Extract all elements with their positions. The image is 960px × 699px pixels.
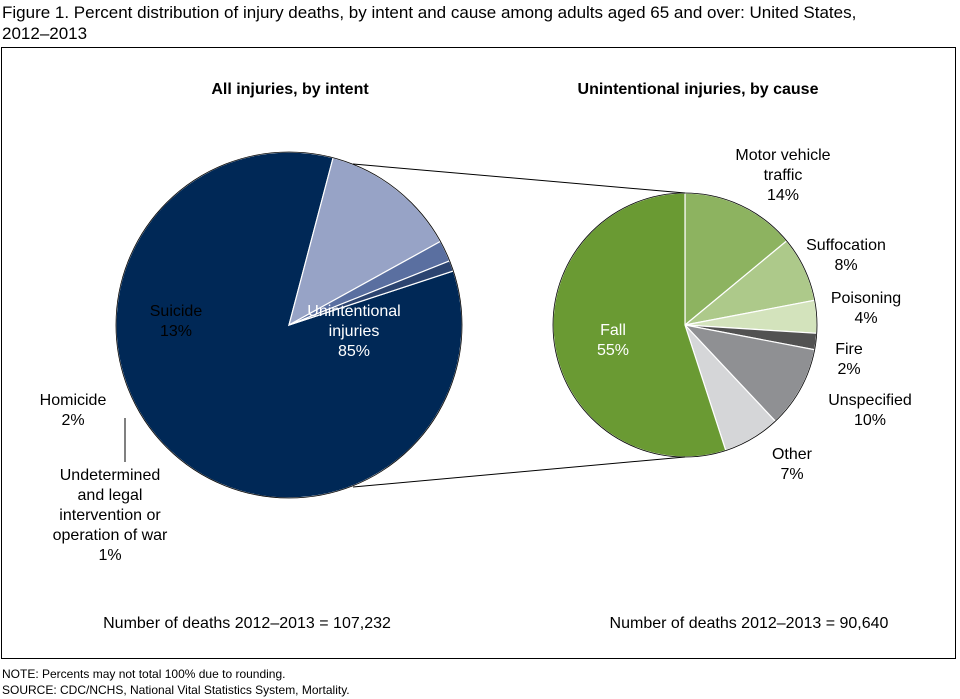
connector-lines [352,163,686,488]
source-text: SOURCE: CDC/NCHS, National Vital Statist… [2,683,350,697]
cause-label-motor-vehicle-traffic-line: traffic [764,167,803,184]
cause-label-other: Other 7% [772,446,813,483]
cause-label-fire: Fire 2% [835,341,863,378]
cause-label-fall-line: Fall [600,322,626,339]
cause-label-unspecified: Unspecified 10% [828,392,912,429]
intent-label-undetermined-and-legal-intervention-or-operation-of-war-line: operation of war [53,527,168,544]
intent-label-unintentional-injuries-percent: 85% [338,343,370,360]
cause-label-poisoning-line: Poisoning [831,290,901,307]
cause-label-poisoning-percent: 4% [854,310,877,327]
cause-label-unspecified-percent: 10% [854,412,886,429]
cause-label-suffocation-percent: 8% [834,257,857,274]
intent-label-undetermined-and-legal-intervention-or-operation-of-war-line: Undetermined [60,467,161,484]
cause-label-other-line: Other [772,446,813,463]
cause-label-other-percent: 7% [780,466,803,483]
intent-label-suicide-line: Suicide [150,303,203,320]
figure-title: Figure 1. Percent distribution of injury… [2,2,952,44]
intent-label-homicide: Homicide 2% [40,392,107,429]
intent-label-undetermined-and-legal-intervention-or-operation-of-war-line: and legal [78,487,143,504]
cause-label-unspecified-line: Unspecified [828,392,912,409]
cause-label-suffocation: Suffocation 8% [806,237,886,274]
cause-label-motor-vehicle-traffic-percent: 14% [767,187,799,204]
note-text: NOTE: Percents may not total 100% due to… [2,667,286,681]
intent-label-undetermined-and-legal-intervention-or-operation-of-war-percent: 1% [98,547,121,564]
intent-label-undetermined-and-legal-intervention-or-operation-of-war-line: intervention or [59,507,161,524]
figure-title-line-1: Figure 1. Percent distribution of injury… [2,3,857,22]
intent-label-suicide: Suicide 13% [150,303,203,340]
figure-notes: NOTE: Percents may not total 100% due to… [2,666,350,698]
cause-label-suffocation-line: Suffocation [806,237,886,254]
intent-pie [115,151,463,499]
cause-pie-title: Unintentional injuries, by cause [578,81,819,98]
intent-label-undetermined-and-legal-intervention-or-operation-of-war: Undetermined and legal intervention or oper… [53,467,168,564]
figure-title-line-2: 2012–2013 [2,24,88,43]
connector-line-top [352,163,686,194]
intent-pie-footer: Number of deaths 2012–2013 = 107,232 [103,615,391,632]
cause-label-fire-line: Fire [835,341,863,358]
intent-label-unintentional-injuries-line: Unintentional [307,303,400,320]
cause-pie-footer: Number of deaths 2012–2013 = 90,640 [610,615,889,632]
intent-label-suicide-percent: 13% [160,323,192,340]
cause-label-motor-vehicle-traffic-line: Motor vehicle [735,147,830,164]
cause-label-motor-vehicle-traffic: Motor vehicle traffic 14% [735,147,830,204]
cause-label-fall: Fall 55% [597,322,629,359]
chart-frame [1,47,956,659]
intent-outline [115,151,463,499]
connector-line-bottom [352,456,686,488]
cause-label-fire-percent: 2% [837,361,860,378]
intent-label-homicide-percent: 2% [61,412,84,429]
intent-label-homicide-line: Homicide [40,392,107,409]
slice-labels: Unintentional injuries 85% Suicide 13% Homici… [40,147,912,564]
cause-pie [552,192,818,458]
cause-label-poisoning: Poisoning 4% [831,290,901,327]
intent-label-unintentional-injuries-line: injuries [329,323,380,340]
cause-label-fall-percent: 55% [597,342,629,359]
intent-label-unintentional-injuries: Unintentional injuries 85% [307,303,400,360]
intent-pie-title: All injuries, by intent [211,81,369,98]
